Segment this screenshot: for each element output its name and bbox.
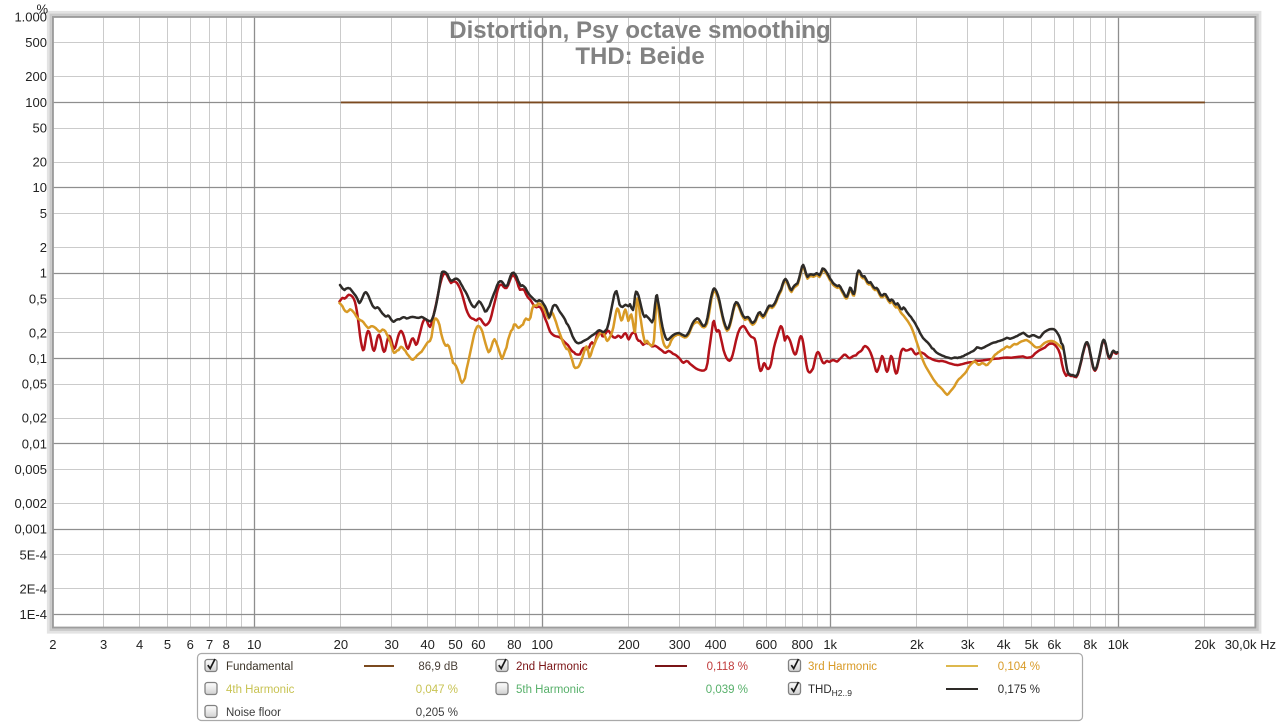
svg-text:%: % — [36, 2, 48, 17]
svg-text:500: 500 — [25, 35, 47, 50]
svg-text:5E-4: 5E-4 — [20, 547, 47, 562]
svg-text:1k: 1k — [823, 637, 837, 652]
svg-text:2k: 2k — [910, 637, 924, 652]
svg-text:0,02: 0,02 — [22, 411, 47, 426]
svg-text:50: 50 — [33, 121, 47, 136]
svg-text:300: 300 — [669, 637, 691, 652]
svg-text:4k: 4k — [997, 637, 1011, 652]
svg-text:20: 20 — [33, 155, 47, 170]
svg-text:5th Harmonic: 5th Harmonic — [516, 684, 585, 696]
svg-text:0,039 %: 0,039 % — [706, 684, 748, 696]
svg-text:86,9 dB: 86,9 dB — [418, 661, 458, 673]
svg-text:100: 100 — [25, 95, 47, 110]
svg-text:3: 3 — [100, 637, 107, 652]
svg-text:0,01: 0,01 — [22, 436, 47, 451]
svg-text:1.000: 1.000 — [14, 10, 47, 25]
svg-text:0,001: 0,001 — [14, 522, 47, 537]
svg-text:0,1: 0,1 — [29, 351, 47, 366]
svg-text:10: 10 — [33, 180, 47, 195]
svg-text:6: 6 — [187, 637, 194, 652]
svg-text:20k: 20k — [1194, 637, 1215, 652]
svg-text:1E-4: 1E-4 — [20, 607, 47, 622]
svg-text:2E-4: 2E-4 — [20, 581, 47, 596]
svg-text:0,118 %: 0,118 % — [707, 661, 748, 673]
svg-text:20: 20 — [334, 637, 348, 652]
svg-text:Noise floor: Noise floor — [226, 707, 281, 719]
svg-text:0,2: 0,2 — [29, 325, 47, 340]
svg-text:3rd Harmonic: 3rd Harmonic — [808, 661, 877, 673]
svg-text:50: 50 — [448, 637, 462, 652]
svg-text:THD: Beide: THD: Beide — [575, 43, 704, 70]
svg-text:THDH2..9: THDH2..9 — [808, 684, 852, 698]
svg-text:5: 5 — [40, 206, 47, 221]
svg-text:2: 2 — [40, 240, 47, 255]
svg-text:Distortion, Psy octave smoothi: Distortion, Psy octave smoothing — [449, 17, 830, 44]
svg-text:8k: 8k — [1083, 637, 1097, 652]
svg-text:10k: 10k — [1108, 637, 1129, 652]
svg-text:4th Harmonic: 4th Harmonic — [226, 684, 295, 696]
svg-text:2: 2 — [49, 637, 56, 652]
svg-text:1: 1 — [40, 266, 47, 281]
svg-text:Fundamental: Fundamental — [226, 661, 293, 673]
svg-text:0,5: 0,5 — [29, 291, 47, 306]
svg-text:800: 800 — [791, 637, 813, 652]
svg-text:8: 8 — [223, 637, 230, 652]
svg-text:0,05: 0,05 — [22, 377, 47, 392]
svg-text:2nd Harmonic: 2nd Harmonic — [516, 661, 588, 673]
svg-text:60: 60 — [471, 637, 485, 652]
svg-text:0,205 %: 0,205 % — [416, 707, 458, 719]
svg-text:600: 600 — [755, 637, 777, 652]
svg-text:400: 400 — [705, 637, 727, 652]
svg-text:4: 4 — [136, 637, 143, 652]
svg-text:0,002: 0,002 — [14, 496, 47, 511]
svg-text:200: 200 — [25, 69, 47, 84]
svg-text:80: 80 — [507, 637, 521, 652]
svg-text:200: 200 — [618, 637, 640, 652]
svg-text:0,104 %: 0,104 % — [998, 661, 1040, 673]
svg-text:3k: 3k — [961, 637, 975, 652]
svg-text:6k: 6k — [1047, 637, 1061, 652]
svg-text:0,047 %: 0,047 % — [416, 684, 458, 696]
svg-text:5: 5 — [164, 637, 171, 652]
svg-text:5k: 5k — [1025, 637, 1039, 652]
svg-text:0,005: 0,005 — [14, 462, 47, 477]
svg-text:10: 10 — [247, 637, 261, 652]
svg-text:30,0k Hz: 30,0k Hz — [1225, 637, 1276, 652]
svg-text:100: 100 — [531, 637, 553, 652]
svg-text:0,175 %: 0,175 % — [998, 684, 1040, 696]
svg-text:7: 7 — [206, 637, 213, 652]
svg-text:30: 30 — [384, 637, 398, 652]
svg-text:40: 40 — [420, 637, 434, 652]
